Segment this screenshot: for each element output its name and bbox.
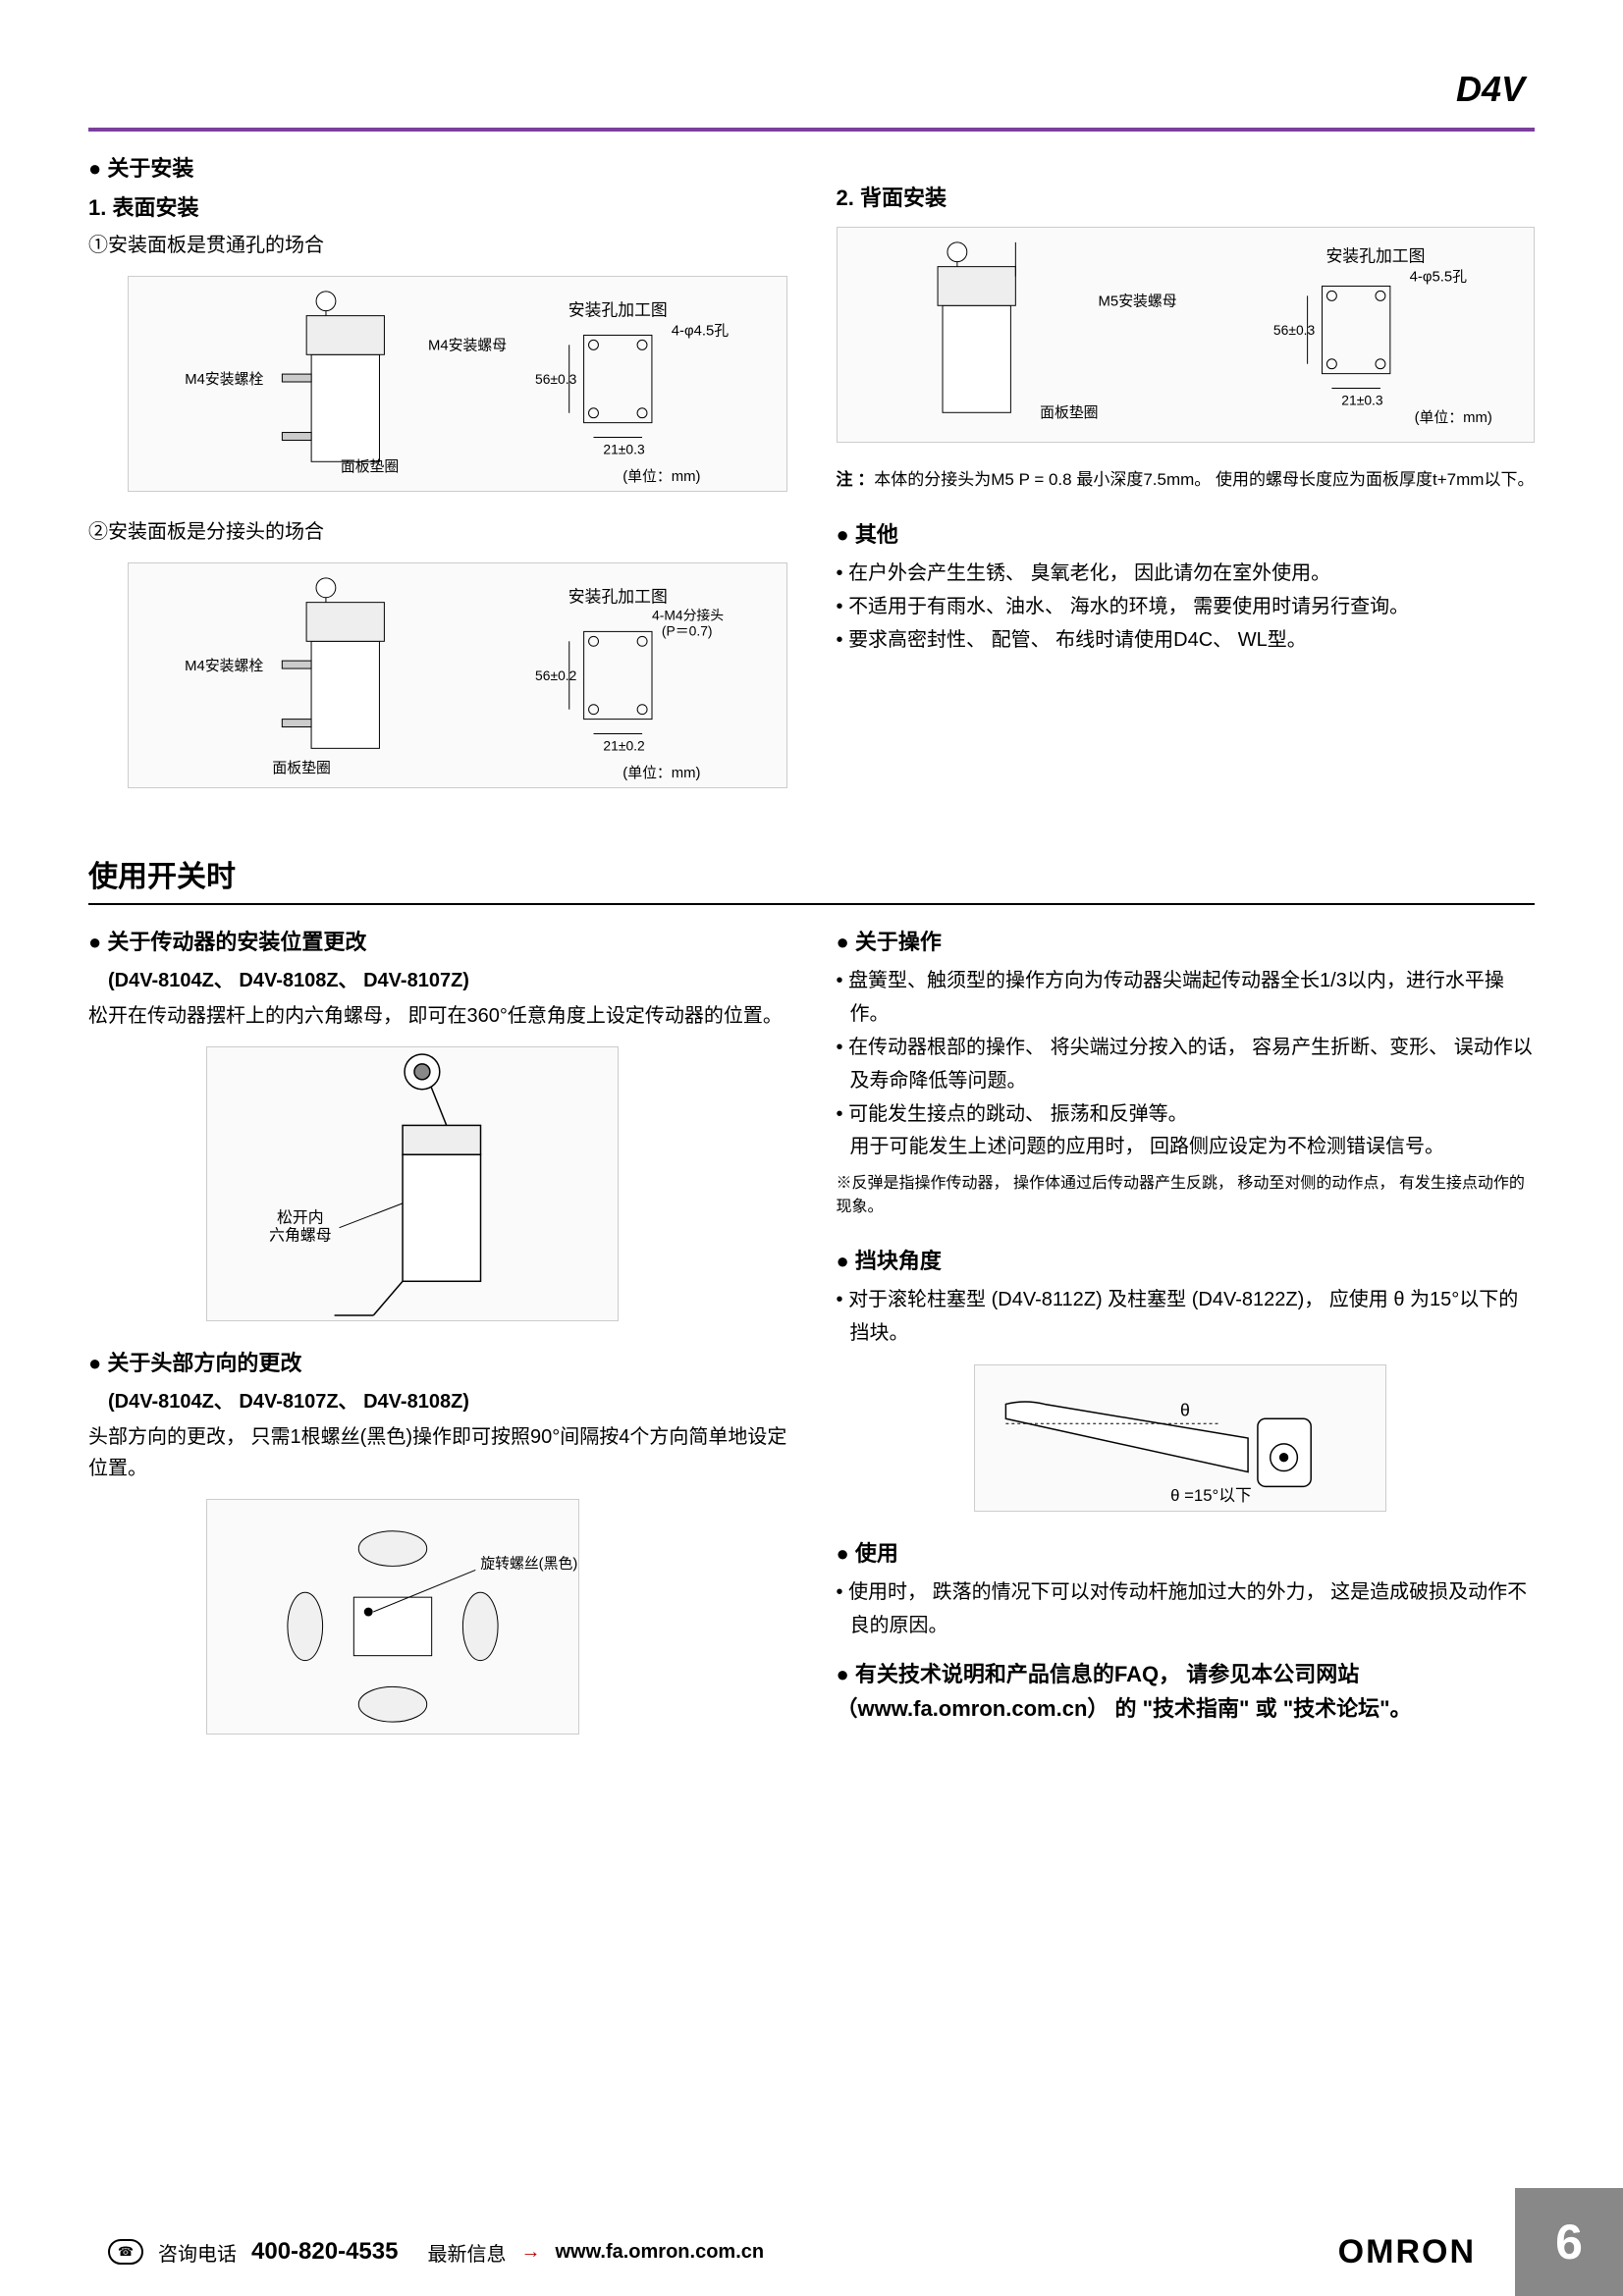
svg-text:面板垫圈: 面板垫圈 [272, 759, 330, 776]
actuator-desc: 松开在传动器摆杆上的内六角螺母， 即可在360°任意角度上设定传动器的位置。 [88, 1000, 787, 1032]
op-item-3: 可能发生接点的跳动、 振荡和反弹等。 [837, 1097, 1536, 1131]
operation-heading: 关于操作 [837, 925, 1536, 956]
svg-text:M5安装螺母: M5安装螺母 [1098, 293, 1176, 309]
svg-text:56±0.3: 56±0.3 [1272, 322, 1315, 338]
phone-number: 400-820-4535 [251, 2238, 398, 2266]
faq-heading: 有关技术说明和产品信息的FAQ， 请参见本公司网站（www.fa.omron.c… [837, 1657, 1536, 1726]
head-desc: 头部方向的更改， 只需1根螺丝(黑色)操作即可按照90°间隔按4个方向简单地设定… [88, 1421, 787, 1484]
head-models: (D4V-8104Z、 D4V-8107Z、 D4V-8108Z) [88, 1385, 787, 1414]
svg-text:21±0.3: 21±0.3 [603, 441, 645, 456]
svg-text:M4安装螺母: M4安装螺母 [428, 337, 507, 353]
svg-text:面板垫圈: 面板垫圈 [341, 457, 399, 475]
svg-text:六角螺母: 六角螺母 [269, 1227, 332, 1245]
footer-url: www.fa.omron.com.cn [555, 2241, 764, 2264]
svg-text:56±0.2: 56±0.2 [535, 667, 577, 683]
case2-text: ②安装面板是分接头的场合 [88, 516, 787, 548]
other-item-1: 在户外会产生生锈、 臭氧老化， 因此请勿在室外使用。 [837, 557, 1536, 590]
op-item-2: 在传动器根部的操作、 将尖端过分按入的话， 容易产生折断、变形、 误动作以及寿命… [837, 1031, 1536, 1097]
actuator-models: (D4V-8104Z、 D4V-8108Z、 D4V-8107Z) [88, 964, 787, 992]
other-item-3: 要求高密封性、 配管、 布线时请使用D4C、 WL型。 [837, 623, 1536, 657]
usage-text: 使用时， 跌落的情况下可以对传动杆施加过大的外力， 这是造成破损及动作不良的原因… [837, 1575, 1536, 1642]
svg-text:θ: θ [1180, 1400, 1190, 1419]
other-heading: 其他 [837, 517, 1536, 549]
svg-text:M4安装螺栓: M4安装螺栓 [185, 658, 263, 674]
page-number: 6 [1515, 2188, 1623, 2296]
phone-icon: ☎ [108, 2239, 143, 2265]
arrow-icon: → [520, 2241, 540, 2264]
diagram-3: 安装孔加工图 4-φ5.5孔 M5安装螺母 面板垫圈 56±0.3 21±0.3… [837, 227, 1536, 443]
inquiry-label: 咨询电话 [158, 2238, 237, 2267]
svg-text:56±0.3: 56±0.3 [535, 371, 577, 387]
back-install-heading: 2. 背面安装 [837, 181, 1536, 212]
op-item-3-cont: 用于可能发生上述问题的应用时， 回路侧应设定为不检测错误信号。 [837, 1131, 1536, 1162]
svg-text:(单位：mm): (单位：mm) [1414, 409, 1491, 426]
usage-section-title: 使用开关时 [88, 852, 1535, 905]
other-item-2: 不适用于有雨水、油水、 海水的环境， 需要使用时请另行查询。 [837, 590, 1536, 623]
svg-text:安装孔加工图: 安装孔加工图 [568, 588, 668, 607]
latest-label: 最新信息 [427, 2238, 506, 2267]
svg-text:21±0.3: 21±0.3 [1341, 392, 1383, 407]
stopper-heading: 挡块角度 [837, 1244, 1536, 1275]
svg-text:(单位：mm): (单位：mm) [622, 765, 700, 781]
svg-text:4-φ5.5孔: 4-φ5.5孔 [1409, 269, 1467, 286]
svg-text:4-φ4.5孔: 4-φ4.5孔 [672, 322, 730, 339]
svg-text:(单位：mm): (单位：mm) [622, 468, 700, 485]
stopper-text: 对于滚轮柱塞型 (D4V-8112Z) 及柱塞型 (D4V-8122Z)， 应使… [837, 1283, 1536, 1350]
footer: ☎ 咨询电话 400-820-4535 最新信息 → www.fa.omron.… [0, 2208, 1623, 2296]
actuator-diagram: 松开内 六角螺母 [206, 1046, 619, 1321]
surface-install-heading: 1. 表面安装 [88, 190, 787, 222]
svg-text:旋转螺丝(黑色): 旋转螺丝(黑色) [480, 1555, 577, 1572]
svg-text:安装孔加工图: 安装孔加工图 [1325, 247, 1425, 266]
svg-text:松开内: 松开内 [277, 1209, 324, 1227]
head-diagram: 旋转螺丝(黑色) [206, 1499, 579, 1735]
usage-heading: 使用 [837, 1536, 1536, 1568]
svg-text:θ =15°以下: θ =15°以下 [1170, 1486, 1252, 1505]
svg-text:安装孔加工图: 安装孔加工图 [568, 301, 668, 320]
note-row: 注 ： 本体的分接头为M5 P = 0.8 最小深度7.5mm。 使用的螺母长度… [837, 467, 1536, 493]
stopper-diagram: θ θ =15°以下 [974, 1364, 1386, 1512]
diagram-1: 安装孔加工图 4-φ4.5孔 M4安装螺母 M4安装螺栓 面板垫圈 56±0.3… [128, 276, 787, 492]
svg-text:21±0.2: 21±0.2 [603, 737, 645, 753]
svg-text:面板垫圈: 面板垫圈 [1040, 403, 1098, 421]
case1-text: ①安装面板是贯通孔的场合 [88, 230, 787, 261]
diagram-2: 安装孔加工图 4-M4分接头 (P＝0.7) M4安装螺栓 面板垫圈 56±0.… [128, 562, 787, 788]
svg-text:(P＝0.7): (P＝0.7) [662, 622, 713, 638]
head-heading: 关于头部方向的更改 [88, 1346, 787, 1377]
svg-text:M4安装螺栓: M4安装螺栓 [185, 371, 263, 388]
actuator-heading: 关于传动器的安装位置更改 [88, 925, 787, 956]
install-heading: 关于安装 [88, 151, 787, 183]
model-title: D4V [88, 69, 1535, 132]
op-item-1: 盘簧型、触须型的操作方向为传动器尖端起传动器全长1/3以内，进行水平操作。 [837, 964, 1536, 1031]
svg-text:4-M4分接头: 4-M4分接头 [652, 607, 724, 622]
rebound-note: ※反弹是指操作传动器， 操作体通过后传动器产生反跳， 移动至对侧的动作点， 有发… [837, 1172, 1536, 1219]
omron-logo: OMRON [1338, 2233, 1476, 2271]
